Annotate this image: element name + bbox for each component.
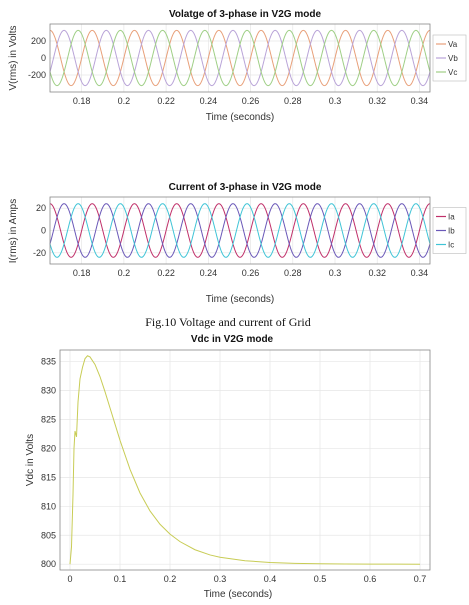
voltage-xtick-label: 0.3 [329,96,342,106]
current-legend-label: Ib [448,227,455,236]
voltage-ytick-label: -200 [28,70,46,80]
voltage-xtick-label: 0.34 [411,96,429,106]
vdc-chart: Vdc in V2G mode 0 0.1 0.2 0.3 0.4 0.5 0.6 0.7 80… [25,334,431,600]
current-chart-title: Current of 3-phase in V2G mode [169,182,322,193]
vdc-ytick-label: 810 [41,501,56,511]
voltage-chart-title: Volatge of 3-phase in V2G mode [169,9,322,20]
figure-caption: Fig.10 Voltage and current of Grid [145,315,311,329]
current-xtick-label: 0.34 [411,268,429,278]
vdc-plot-frame [59,349,431,571]
current-xtick-label: 0.24 [200,268,218,278]
vdc-xtick-label: 0.7 [414,574,427,584]
vdc-ytick-label: 805 [41,530,56,540]
current-series-ia [49,203,431,258]
vdc-xtick-label: 0.2 [164,574,177,584]
vdc-xtick-label: 0.5 [314,574,327,584]
current-xtick-label: 0.2 [118,268,131,278]
vdc-chart-title: Vdc in V2G mode [191,334,274,345]
vdc-chart-xlabel: Time (seconds) [204,589,273,600]
current-xtick-label: 0.26 [242,268,260,278]
voltage-chart: Volatge of 3-phase in V2G mode 0.18 0.2 0.… [8,9,467,123]
current-xtick-label: 0.3 [329,268,342,278]
current-ytick-label: -20 [33,248,46,258]
vdc-xtick-label: 0 [67,574,72,584]
current-ytick-label: 0 [41,226,46,236]
current-chart-xlabel: Time (seconds) [206,294,275,305]
voltage-ytick-label: 200 [31,36,46,46]
voltage-legend-label: Vb [448,54,458,63]
voltage-chart-ylabel: V(rms) in Volts [8,25,19,90]
current-xtick-label: 0.32 [368,268,386,278]
vdc-xtick-label: 0.4 [264,574,277,584]
voltage-series-vc [49,29,431,87]
vdc-series-line [69,355,421,565]
vdc-ytick-label: 825 [41,414,56,424]
voltage-xtick-label: 0.22 [157,96,175,106]
current-chart: Current of 3-phase in V2G mode 0.18 0.2 0.… [8,182,467,305]
vdc-ytick-label: 815 [41,472,56,482]
voltage-chart-xlabel: Time (seconds) [206,112,275,123]
current-legend-label: Ia [448,213,455,222]
voltage-xtick-label: 0.32 [368,96,386,106]
voltage-xtick-label: 0.28 [284,96,302,106]
current-plot-frame [49,196,431,265]
voltage-plot-frame [49,23,431,93]
current-xtick-label: 0.18 [73,268,91,278]
voltage-xtick-label: 0.2 [118,96,131,106]
current-series-ic [49,203,431,258]
current-chart-ylabel: I(rms) in Amps [8,199,19,263]
voltage-xtick-label: 0.18 [73,96,91,106]
current-legend-label: Ic [448,241,454,250]
current-ytick-label: 20 [36,203,46,213]
voltage-xtick-label: 0.26 [242,96,260,106]
current-xtick-label: 0.28 [284,268,302,278]
vdc-ytick-label: 820 [41,443,56,453]
voltage-legend-label: Vc [448,68,457,77]
voltage-xtick-label: 0.24 [200,96,218,106]
voltage-ytick-label: 0 [41,53,46,63]
current-xtick-label: 0.22 [157,268,175,278]
vdc-xtick-label: 0.6 [364,574,377,584]
voltage-legend-label: Va [448,40,458,49]
vdc-xtick-label: 0.1 [114,574,127,584]
vdc-xtick-label: 0.3 [214,574,227,584]
vdc-chart-ylabel: Vdc in Volts [25,434,36,486]
vdc-ytick-label: 800 [41,559,56,569]
vdc-ytick-label: 835 [41,357,56,367]
vdc-ytick-label: 830 [41,386,56,396]
voltage-series-va [49,29,431,87]
